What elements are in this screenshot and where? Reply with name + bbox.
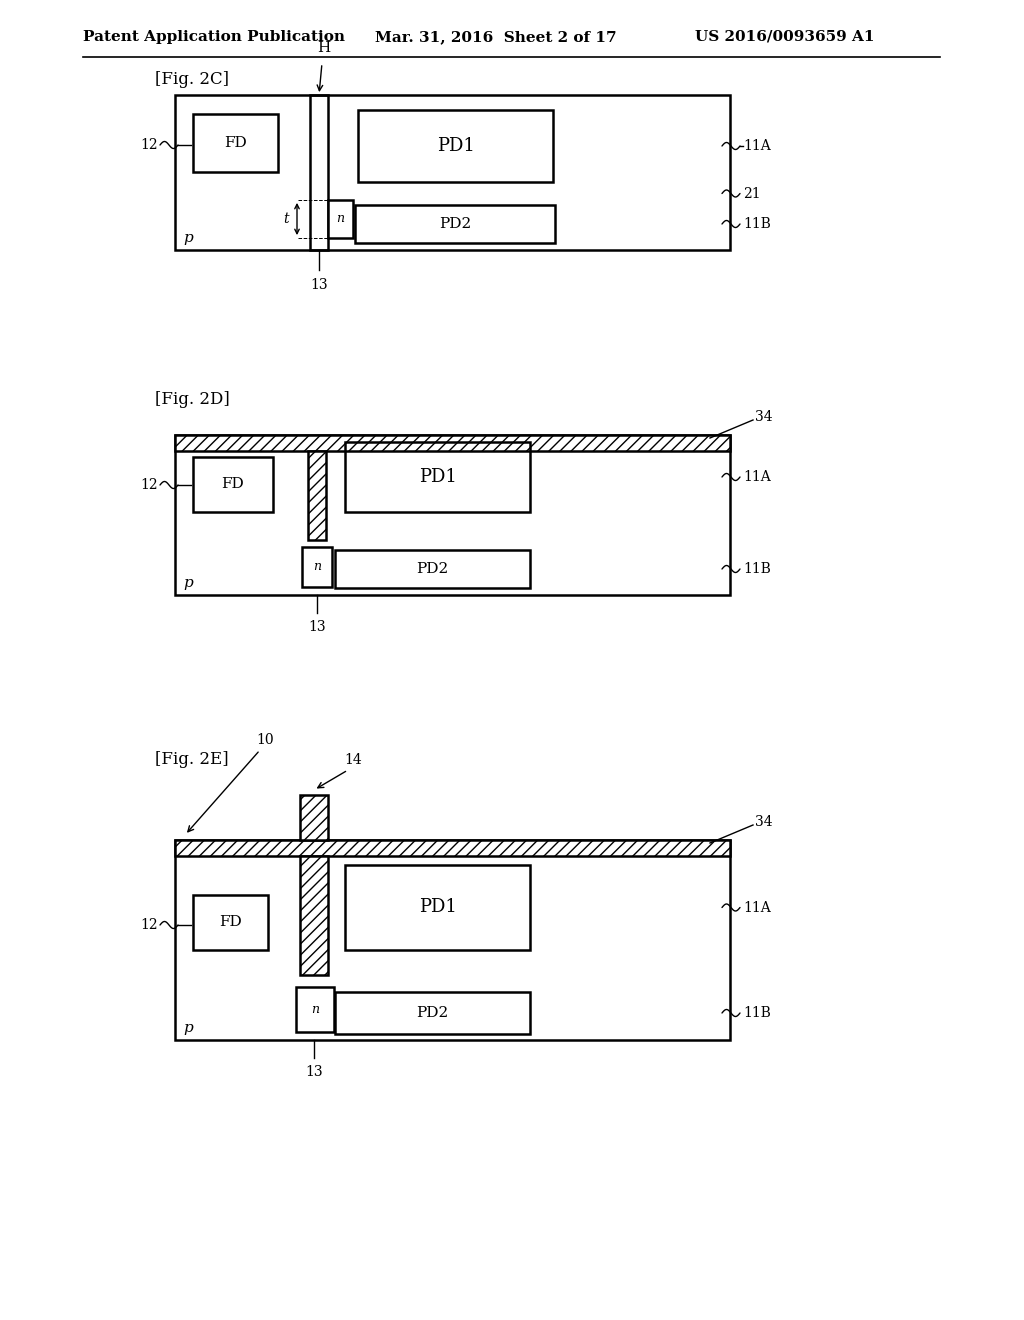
Text: FD: FD xyxy=(221,478,245,491)
Text: 34: 34 xyxy=(755,411,773,424)
Text: Mar. 31, 2016  Sheet 2 of 17: Mar. 31, 2016 Sheet 2 of 17 xyxy=(375,30,616,44)
Text: 11A: 11A xyxy=(743,470,771,484)
Bar xyxy=(302,546,332,587)
Bar xyxy=(175,95,730,249)
Text: 12: 12 xyxy=(140,478,158,492)
Text: p: p xyxy=(183,576,193,590)
Text: [Fig. 2E]: [Fig. 2E] xyxy=(155,751,228,768)
Text: FD: FD xyxy=(224,136,247,150)
Text: 13: 13 xyxy=(308,620,326,634)
Bar xyxy=(308,451,326,540)
Text: n: n xyxy=(313,561,321,573)
Text: PD1: PD1 xyxy=(419,899,457,916)
Text: n: n xyxy=(337,213,344,226)
Text: PD1: PD1 xyxy=(436,137,474,154)
Bar xyxy=(193,895,268,950)
Text: 14: 14 xyxy=(344,752,361,767)
Text: 11A: 11A xyxy=(743,900,771,915)
Text: H: H xyxy=(317,41,331,55)
Bar xyxy=(296,987,334,1032)
Bar xyxy=(175,436,730,595)
Bar xyxy=(335,550,530,587)
Bar xyxy=(308,451,326,540)
Bar xyxy=(355,205,555,243)
Text: Patent Application Publication: Patent Application Publication xyxy=(83,30,345,44)
Bar xyxy=(175,840,730,855)
Text: 11B: 11B xyxy=(743,1006,771,1020)
Text: t: t xyxy=(284,213,289,226)
Bar xyxy=(175,840,730,1040)
Text: 12: 12 xyxy=(140,917,158,932)
Text: 13: 13 xyxy=(305,1065,323,1078)
Text: 34: 34 xyxy=(755,814,773,829)
Text: 13: 13 xyxy=(310,279,328,292)
Bar xyxy=(358,110,553,182)
Text: 10: 10 xyxy=(256,733,273,747)
Text: p: p xyxy=(183,1020,193,1035)
Text: 11B: 11B xyxy=(743,216,771,231)
Text: [Fig. 2C]: [Fig. 2C] xyxy=(155,71,229,88)
Text: 12: 12 xyxy=(140,139,158,152)
Text: FD: FD xyxy=(219,916,242,929)
Bar xyxy=(310,95,328,249)
Bar xyxy=(335,993,530,1034)
Bar xyxy=(175,436,730,451)
Bar xyxy=(328,201,353,238)
Bar xyxy=(193,114,278,172)
Bar xyxy=(345,865,530,950)
Bar xyxy=(345,442,530,512)
Text: 11A: 11A xyxy=(743,139,771,153)
Bar xyxy=(193,457,273,512)
Text: PD2: PD2 xyxy=(439,216,471,231)
Text: PD2: PD2 xyxy=(417,562,449,576)
Bar xyxy=(300,855,328,975)
Text: n: n xyxy=(311,1003,319,1016)
Bar xyxy=(300,855,328,975)
Text: p: p xyxy=(183,231,193,246)
Text: US 2016/0093659 A1: US 2016/0093659 A1 xyxy=(695,30,874,44)
Text: 21: 21 xyxy=(743,186,761,201)
Text: [Fig. 2D]: [Fig. 2D] xyxy=(155,392,229,408)
Bar xyxy=(300,795,328,840)
Text: 11B: 11B xyxy=(743,562,771,576)
Text: PD2: PD2 xyxy=(417,1006,449,1020)
Text: PD1: PD1 xyxy=(419,469,457,486)
Bar xyxy=(300,795,328,840)
